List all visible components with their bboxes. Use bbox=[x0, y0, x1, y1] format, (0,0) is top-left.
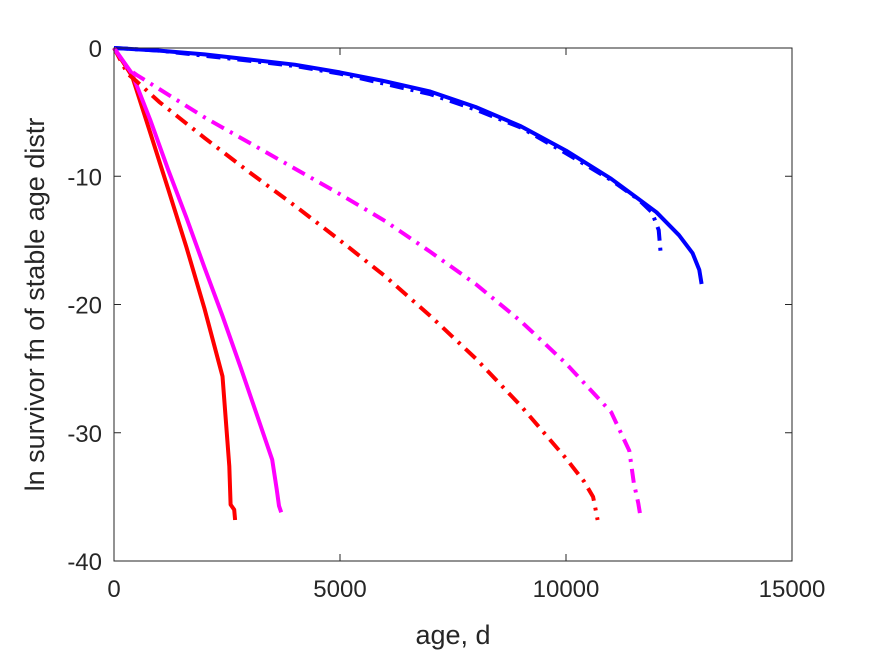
y-tick-label: 0 bbox=[89, 36, 102, 63]
series-line-1 bbox=[113, 46, 704, 285]
x-tick-label: 0 bbox=[107, 576, 120, 603]
x-axis-label: age, d bbox=[415, 620, 490, 650]
x-tick-label: 10000 bbox=[533, 576, 600, 603]
series-line-5 bbox=[112, 47, 600, 521]
y-axis-label: ln survivor fn of stable age distr bbox=[20, 118, 50, 492]
y-tick-label: -20 bbox=[67, 293, 102, 320]
axis-ticks bbox=[113, 47, 793, 562]
x-tick-label: 5000 bbox=[313, 576, 366, 603]
y-tick-label: -10 bbox=[67, 164, 102, 191]
y-tick-label: -40 bbox=[67, 549, 102, 576]
x-tick-label: 15000 bbox=[759, 576, 826, 603]
series-line-4 bbox=[112, 46, 284, 513]
plot-lines bbox=[112, 46, 704, 521]
series-line-2 bbox=[113, 46, 663, 256]
y-tick-label: -30 bbox=[67, 421, 102, 448]
tick-labels: 0 5000 10000 15000 0 -10 -20 -30 -40 bbox=[67, 36, 825, 603]
series-line-3 bbox=[112, 46, 238, 521]
series-line-6 bbox=[112, 46, 643, 518]
